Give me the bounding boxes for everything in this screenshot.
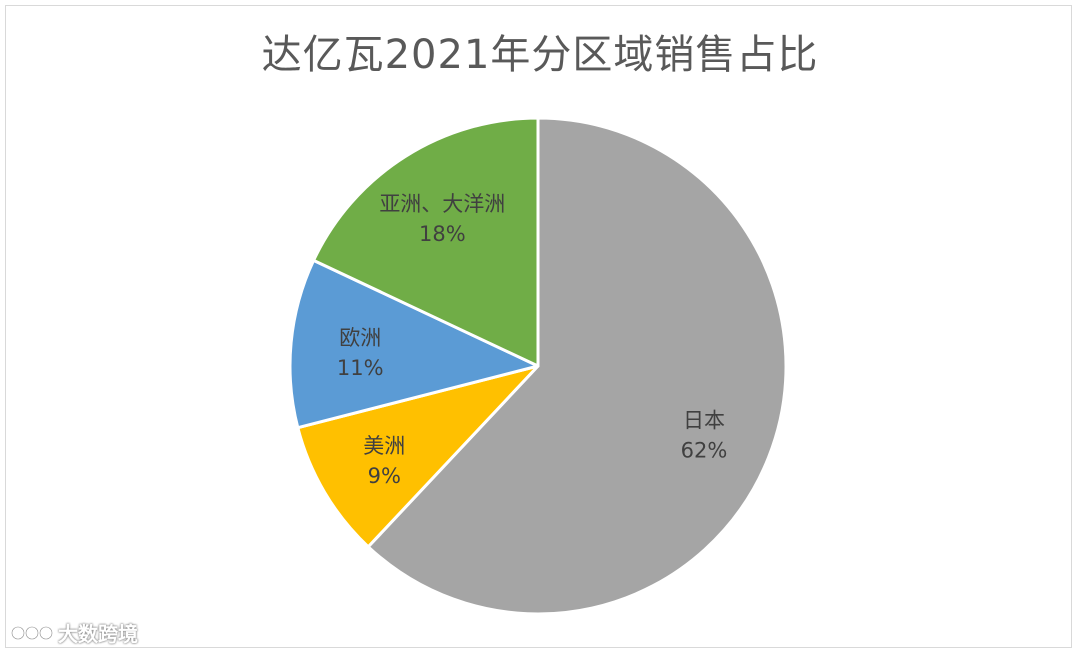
- slice-value-label: 62%: [681, 439, 728, 463]
- pie-slice-1: [296, 364, 540, 549]
- slice-category-label: 美洲: [363, 434, 405, 458]
- pie-slices: [288, 116, 788, 616]
- slice-value-label: 18%: [419, 222, 466, 246]
- pie-labels: 日本 62% 美洲 9% 欧洲 11% 亚洲、大洋洲 18%: [337, 192, 727, 488]
- slice-category-label: 亚洲、大洋洲: [379, 192, 505, 216]
- pie-slice-3: [312, 116, 540, 368]
- pie-slice-2: [288, 258, 540, 430]
- watermark: 大数跨境: [10, 618, 138, 647]
- slice-value-label: 9%: [368, 464, 401, 488]
- pie-slice-0: [366, 116, 788, 616]
- watermark-text: 大数跨境: [58, 622, 138, 646]
- slice-category-label: 欧洲: [339, 326, 381, 350]
- watermark-logo-icon: [10, 625, 54, 640]
- chart-title: 达亿瓦2021年分区域销售占比: [261, 32, 819, 78]
- slice-value-label: 11%: [337, 356, 384, 380]
- slice-category-label: 日本: [683, 409, 725, 433]
